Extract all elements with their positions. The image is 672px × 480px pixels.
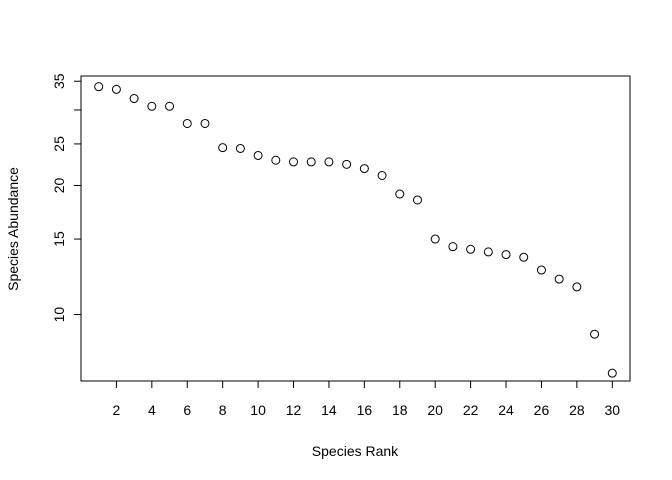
data-point: [448, 242, 458, 252]
x-tick-label: 8: [219, 402, 227, 418]
data-point: [289, 157, 299, 167]
data-point: [572, 282, 582, 292]
data-point: [147, 101, 157, 111]
data-point: [129, 94, 139, 104]
plot-frame: [80, 75, 631, 382]
x-tick-label: 20: [427, 402, 443, 418]
data-point: [590, 329, 600, 339]
data-point: [165, 101, 175, 111]
data-point: [536, 265, 546, 275]
data-point: [324, 157, 334, 167]
data-point: [430, 234, 440, 244]
x-tick-label: 10: [250, 402, 266, 418]
y-tick-label: 15: [51, 231, 67, 247]
x-tick-label: 28: [569, 402, 585, 418]
data-point: [218, 143, 228, 153]
data-point: [377, 171, 387, 181]
data-point: [235, 143, 245, 153]
x-tick-label: 26: [534, 402, 550, 418]
x-tick-label: 30: [605, 402, 621, 418]
data-point: [111, 84, 121, 94]
y-axis: 10 15 20 25 35: [51, 73, 82, 323]
x-axis: 2 4 6 8 10 12 14 16 18 20 22 24 26 28 30: [113, 380, 621, 418]
data-point: [94, 82, 104, 92]
data-point: [182, 118, 192, 128]
data-point: [607, 368, 617, 378]
data-point: [395, 189, 405, 199]
x-tick-label: 6: [183, 402, 191, 418]
x-tick-label: 16: [357, 402, 373, 418]
data-point: [306, 157, 316, 167]
data-point: [412, 195, 422, 205]
x-tick-label: 2: [113, 402, 121, 418]
x-axis-label: Species Rank: [312, 443, 399, 459]
y-tick-label: 35: [51, 73, 67, 89]
data-point: [519, 252, 529, 262]
x-tick-label: 22: [463, 402, 479, 418]
y-tick-label: 20: [51, 177, 67, 193]
data-point: [466, 244, 476, 254]
x-tick-label: 14: [321, 402, 337, 418]
y-axis-label: Species Abundance: [5, 167, 21, 291]
x-tick-label: 18: [392, 402, 408, 418]
x-tick-label: 4: [148, 402, 156, 418]
y-tick-label: 25: [51, 136, 67, 152]
data-point: [483, 247, 493, 257]
data-point: [554, 274, 564, 284]
x-tick-label: 12: [286, 402, 302, 418]
data-point: [271, 155, 281, 165]
data-points: [94, 82, 617, 378]
y-tick-label: 10: [51, 307, 67, 323]
data-point: [359, 164, 369, 174]
x-tick-label: 24: [498, 402, 514, 418]
data-point: [253, 150, 263, 160]
data-point: [501, 250, 511, 260]
data-point: [200, 118, 210, 128]
data-point: [342, 159, 352, 169]
